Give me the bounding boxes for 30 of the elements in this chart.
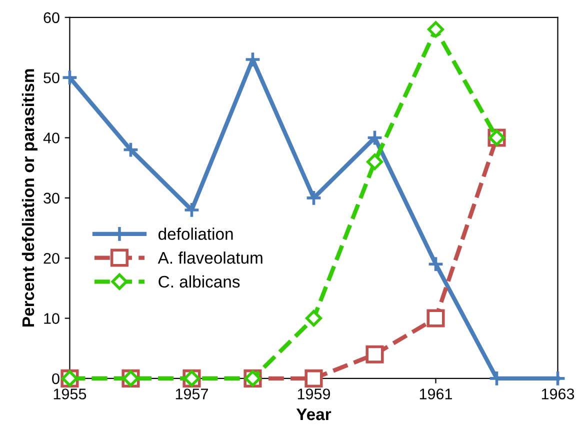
y-tick-label: 10 <box>44 313 60 324</box>
legend-label: defoliation <box>158 228 233 240</box>
point <box>366 345 384 364</box>
point <box>122 141 140 158</box>
y-tick-label: 40 <box>43 132 60 144</box>
y-axis-title: Percent defoliation or parasitism <box>22 69 38 326</box>
x-tick-label: 1959 <box>298 388 330 400</box>
point <box>426 309 445 328</box>
point <box>427 256 444 272</box>
x-axis-title: Year <box>296 408 332 420</box>
y-tick-label: 50 <box>44 72 60 84</box>
point <box>61 69 78 86</box>
point <box>305 190 322 206</box>
point <box>366 154 384 170</box>
y-tick-label: 60 <box>44 12 60 24</box>
point <box>244 51 262 68</box>
point <box>183 202 200 218</box>
y-tick-label: 0 <box>52 373 60 384</box>
x-tick-label: 1955 <box>54 388 86 400</box>
legend-label: C. albicans <box>158 275 240 288</box>
point <box>427 21 444 38</box>
y-tick-label: 30 <box>44 192 60 204</box>
legend-label: A. flaveolatum <box>158 252 262 264</box>
point <box>304 369 323 388</box>
x-tick-label: 1961 <box>420 388 452 400</box>
point <box>305 310 322 327</box>
y-tick-label: 20 <box>44 252 60 264</box>
x-tick-label: 1957 <box>176 388 208 400</box>
point <box>366 129 384 146</box>
x-tick-label: 1963 <box>542 388 574 400</box>
